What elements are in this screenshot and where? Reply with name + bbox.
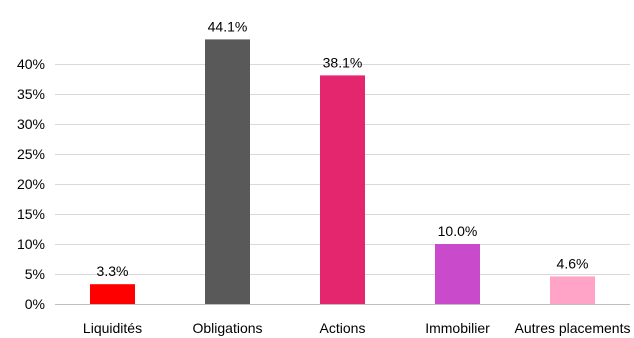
y-tick-label: 5% [25, 266, 45, 282]
bar-actions [320, 75, 365, 305]
y-tick-label: 25% [17, 146, 45, 162]
bar-liquidit-s [90, 284, 135, 304]
x-axis-category-labels: Liquidités Obligations Actions Immobilier Au… [83, 320, 631, 336]
y-tick-label: 15% [17, 206, 45, 222]
data-label: 44.1% [208, 18, 248, 34]
y-tick-label: 10% [17, 236, 45, 252]
data-label: 10.0% [438, 223, 478, 239]
bars [90, 39, 595, 305]
data-labels: 3.3% 44.1% 38.1% 10.0% 4.6% [97, 18, 589, 279]
category-label: Liquidités [83, 320, 142, 336]
category-label: Actions [320, 320, 366, 336]
y-axis-tick-labels: 0% 5% 10% 15% 20% 25% 30% 35% 40% [17, 56, 45, 312]
category-label: Immobilier [425, 320, 490, 336]
bar-autres-placements [550, 276, 595, 304]
y-tick-label: 0% [25, 296, 45, 312]
category-label: Autres placements [515, 320, 631, 336]
data-label: 38.1% [323, 54, 363, 70]
y-tick-label: 20% [17, 176, 45, 192]
bar-immobilier [435, 244, 480, 304]
data-label: 4.6% [557, 255, 589, 271]
bar-obligations [205, 39, 250, 305]
y-tick-label: 30% [17, 116, 45, 132]
category-label: Obligations [192, 320, 262, 336]
data-label: 3.3% [97, 263, 129, 279]
y-tick-label: 35% [17, 86, 45, 102]
y-tick-label: 40% [17, 56, 45, 72]
